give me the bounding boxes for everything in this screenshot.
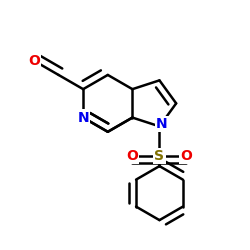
Text: S: S xyxy=(154,149,164,163)
Text: N: N xyxy=(156,117,168,131)
Text: N: N xyxy=(77,110,89,124)
Text: O: O xyxy=(180,149,192,163)
Text: O: O xyxy=(126,149,138,163)
Text: O: O xyxy=(28,54,40,68)
